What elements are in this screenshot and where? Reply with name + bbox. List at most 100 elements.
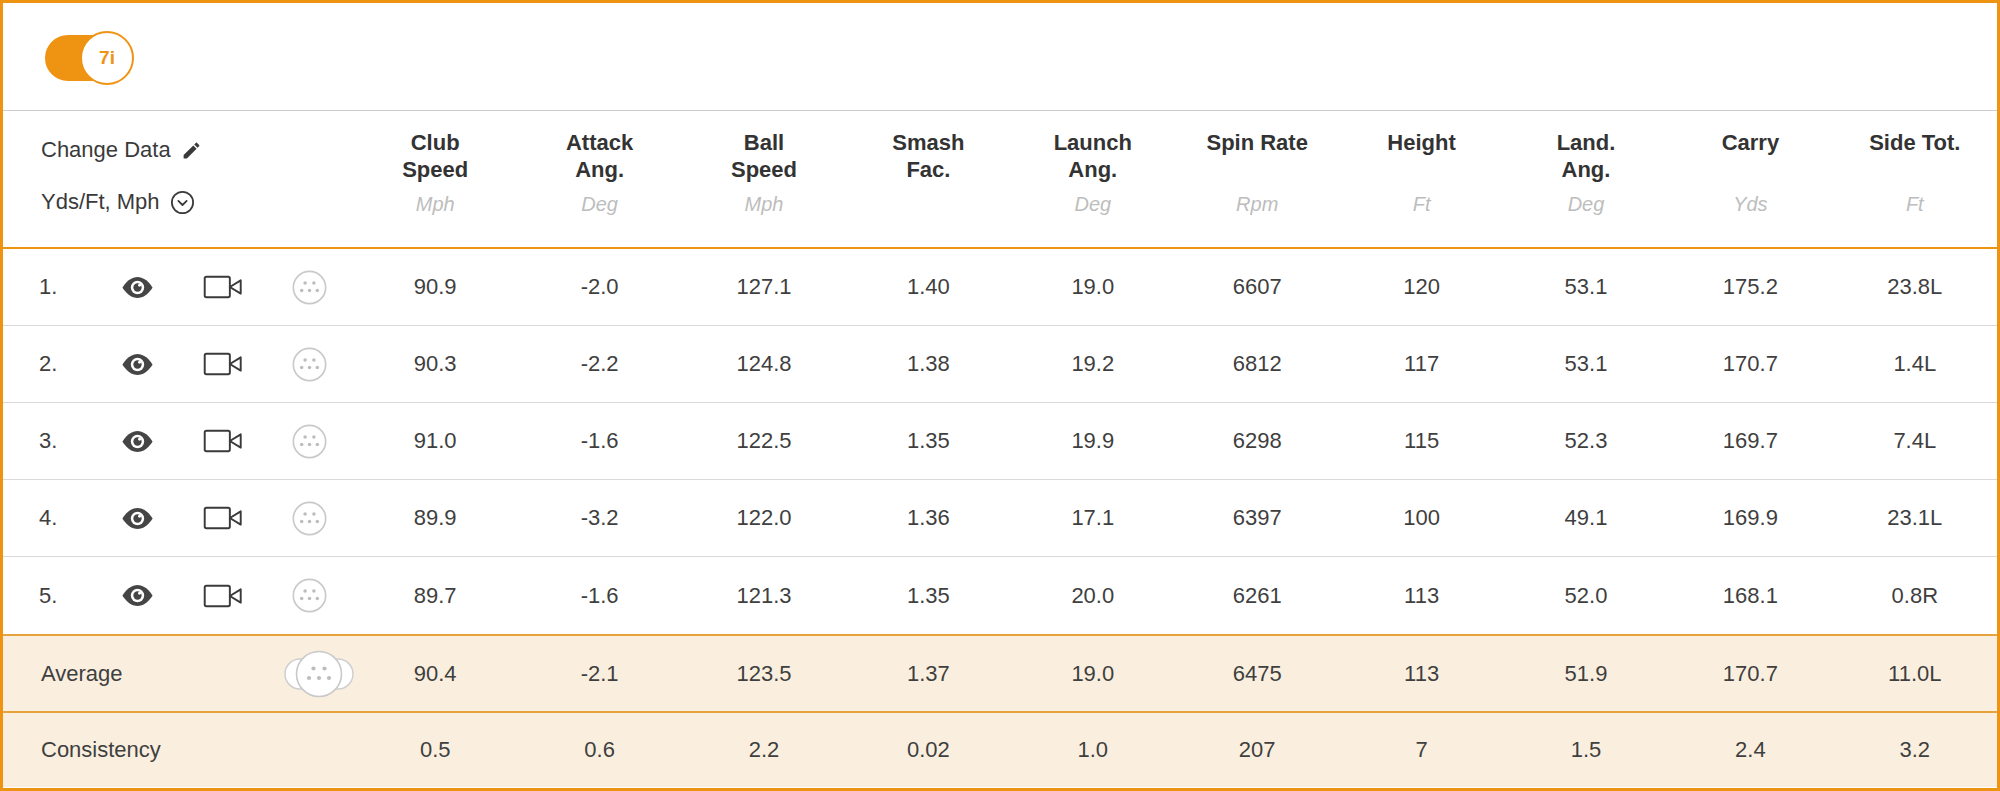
visibility-eye-icon[interactable] bbox=[94, 430, 180, 453]
avg-land-angle: 51.9 bbox=[1504, 661, 1668, 687]
cell-ball-speed: 121.3 bbox=[682, 583, 846, 609]
avg-ball-speed: 123.5 bbox=[682, 661, 846, 687]
avg-side-total: 11.0L bbox=[1833, 661, 1997, 687]
cons-side-total: 3.2 bbox=[1833, 737, 1997, 763]
table-row: 2. 90.3 -2.2 124.8 1.38 19.2 6812 117 53… bbox=[3, 326, 1997, 403]
units-selector[interactable]: Yds/Ft, Mph bbox=[41, 189, 195, 215]
cell-side-total: 0.8R bbox=[1833, 583, 1997, 609]
cell-carry: 169.9 bbox=[1668, 505, 1832, 531]
cell-land-angle: 52.3 bbox=[1504, 428, 1668, 454]
avg-launch-angle: 19.0 bbox=[1011, 661, 1175, 687]
avg-carry: 170.7 bbox=[1668, 661, 1832, 687]
column-header-attack-angle: Attack Ang. Deg bbox=[517, 111, 681, 247]
column-header-side-total: Side Tot. Ft bbox=[1833, 111, 1997, 247]
cell-club-speed: 90.9 bbox=[353, 274, 517, 300]
cell-launch-angle: 19.0 bbox=[1011, 274, 1175, 300]
cell-height: 115 bbox=[1339, 428, 1503, 454]
consistency-label: Consistency bbox=[41, 737, 161, 763]
cell-height: 117 bbox=[1339, 351, 1503, 377]
video-camera-icon[interactable] bbox=[180, 427, 266, 455]
column-header-height: Height Ft bbox=[1339, 111, 1503, 247]
cell-side-total: 1.4L bbox=[1833, 351, 1997, 377]
cons-ball-speed: 2.2 bbox=[682, 737, 846, 763]
cons-carry: 2.4 bbox=[1668, 737, 1832, 763]
club-selector-bar: 7i bbox=[3, 3, 1997, 111]
cell-club-speed: 89.7 bbox=[353, 583, 517, 609]
cell-launch-angle: 19.9 bbox=[1011, 428, 1175, 454]
cell-side-total: 23.1L bbox=[1833, 505, 1997, 531]
cell-carry: 168.1 bbox=[1668, 583, 1832, 609]
video-camera-icon[interactable] bbox=[180, 582, 266, 610]
video-camera-icon[interactable] bbox=[180, 350, 266, 378]
club-toggle-knob[interactable]: 7i bbox=[80, 31, 134, 85]
cell-spin-rate: 6261 bbox=[1175, 583, 1339, 609]
cell-attack-angle: -1.6 bbox=[517, 428, 681, 454]
club-toggle[interactable]: 7i bbox=[45, 35, 133, 81]
visibility-eye-icon[interactable] bbox=[94, 353, 180, 376]
cell-smash-factor: 1.40 bbox=[846, 274, 1010, 300]
video-camera-icon[interactable] bbox=[180, 273, 266, 301]
cell-land-angle: 49.1 bbox=[1504, 505, 1668, 531]
column-header-ball-speed: Ball Speed Mph bbox=[682, 111, 846, 247]
cons-launch-angle: 1.0 bbox=[1011, 737, 1175, 763]
cell-launch-angle: 19.2 bbox=[1011, 351, 1175, 377]
cell-side-total: 7.4L bbox=[1833, 428, 1997, 454]
avg-spin-rate: 6475 bbox=[1175, 661, 1339, 687]
consistency-row: Consistency 0.5 0.6 2.2 0.02 1.0 207 7 1… bbox=[3, 713, 1997, 787]
avg-smash-factor: 1.37 bbox=[846, 661, 1010, 687]
video-camera-icon[interactable] bbox=[180, 504, 266, 532]
golf-ball-icon[interactable] bbox=[267, 501, 353, 536]
average-row: Average 90.4 -2.1 123.5 1.37 19.0 6475 1… bbox=[3, 634, 1997, 713]
cell-height: 100 bbox=[1339, 505, 1503, 531]
golf-ball-icon[interactable] bbox=[267, 578, 353, 613]
cell-ball-speed: 122.0 bbox=[682, 505, 846, 531]
golf-ball-icon[interactable] bbox=[267, 270, 353, 305]
avg-attack-angle: -2.1 bbox=[517, 661, 681, 687]
cell-attack-angle: -1.6 bbox=[517, 583, 681, 609]
change-data-button[interactable]: Change Data bbox=[41, 137, 202, 163]
column-header-land-angle: Land. Ang. Deg bbox=[1504, 111, 1668, 247]
visibility-eye-icon[interactable] bbox=[94, 276, 180, 299]
cons-smash-factor: 0.02 bbox=[846, 737, 1010, 763]
column-header-launch-angle: Launch Ang. Deg bbox=[1011, 111, 1175, 247]
cell-height: 120 bbox=[1339, 274, 1503, 300]
cell-smash-factor: 1.35 bbox=[846, 583, 1010, 609]
cons-height: 7 bbox=[1339, 737, 1503, 763]
cell-launch-angle: 17.1 bbox=[1011, 505, 1175, 531]
avg-club-speed: 90.4 bbox=[353, 661, 517, 687]
table-row: 1. 90.9 -2.0 127.1 1.40 19.0 6607 120 53… bbox=[3, 249, 1997, 326]
change-data-label: Change Data bbox=[41, 137, 171, 163]
cell-spin-rate: 6607 bbox=[1175, 274, 1339, 300]
table-row: 4. 89.9 -3.2 122.0 1.36 17.1 6397 100 49… bbox=[3, 480, 1997, 557]
cons-club-speed: 0.5 bbox=[353, 737, 517, 763]
cell-smash-factor: 1.35 bbox=[846, 428, 1010, 454]
ball-group-icon[interactable] bbox=[283, 649, 355, 699]
cell-land-angle: 52.0 bbox=[1504, 583, 1668, 609]
cell-spin-rate: 6298 bbox=[1175, 428, 1339, 454]
column-header-spin-rate: Spin Rate Rpm bbox=[1175, 111, 1339, 247]
cell-attack-angle: -2.0 bbox=[517, 274, 681, 300]
shot-number: 5. bbox=[39, 583, 94, 609]
shot-data-panel: 7i Change Data Yds/Ft, Mph Club Speed Mp… bbox=[0, 0, 2000, 791]
cell-ball-speed: 124.8 bbox=[682, 351, 846, 377]
cell-spin-rate: 6812 bbox=[1175, 351, 1339, 377]
column-header-smash-factor: Smash Fac. bbox=[846, 111, 1010, 247]
avg-height: 113 bbox=[1339, 661, 1503, 687]
cell-attack-angle: -2.2 bbox=[517, 351, 681, 377]
shot-number: 4. bbox=[39, 505, 94, 531]
golf-ball-icon[interactable] bbox=[267, 424, 353, 459]
cell-land-angle: 53.1 bbox=[1504, 274, 1668, 300]
cell-carry: 170.7 bbox=[1668, 351, 1832, 377]
cons-spin-rate: 207 bbox=[1175, 737, 1339, 763]
golf-ball-icon[interactable] bbox=[267, 347, 353, 382]
cell-smash-factor: 1.36 bbox=[846, 505, 1010, 531]
visibility-eye-icon[interactable] bbox=[94, 507, 180, 530]
cell-side-total: 23.8L bbox=[1833, 274, 1997, 300]
visibility-eye-icon[interactable] bbox=[94, 584, 180, 607]
cell-spin-rate: 6397 bbox=[1175, 505, 1339, 531]
cell-club-speed: 89.9 bbox=[353, 505, 517, 531]
cell-ball-speed: 122.5 bbox=[682, 428, 846, 454]
shot-number: 3. bbox=[39, 428, 94, 454]
club-toggle-label: 7i bbox=[99, 47, 115, 69]
cons-land-angle: 1.5 bbox=[1504, 737, 1668, 763]
